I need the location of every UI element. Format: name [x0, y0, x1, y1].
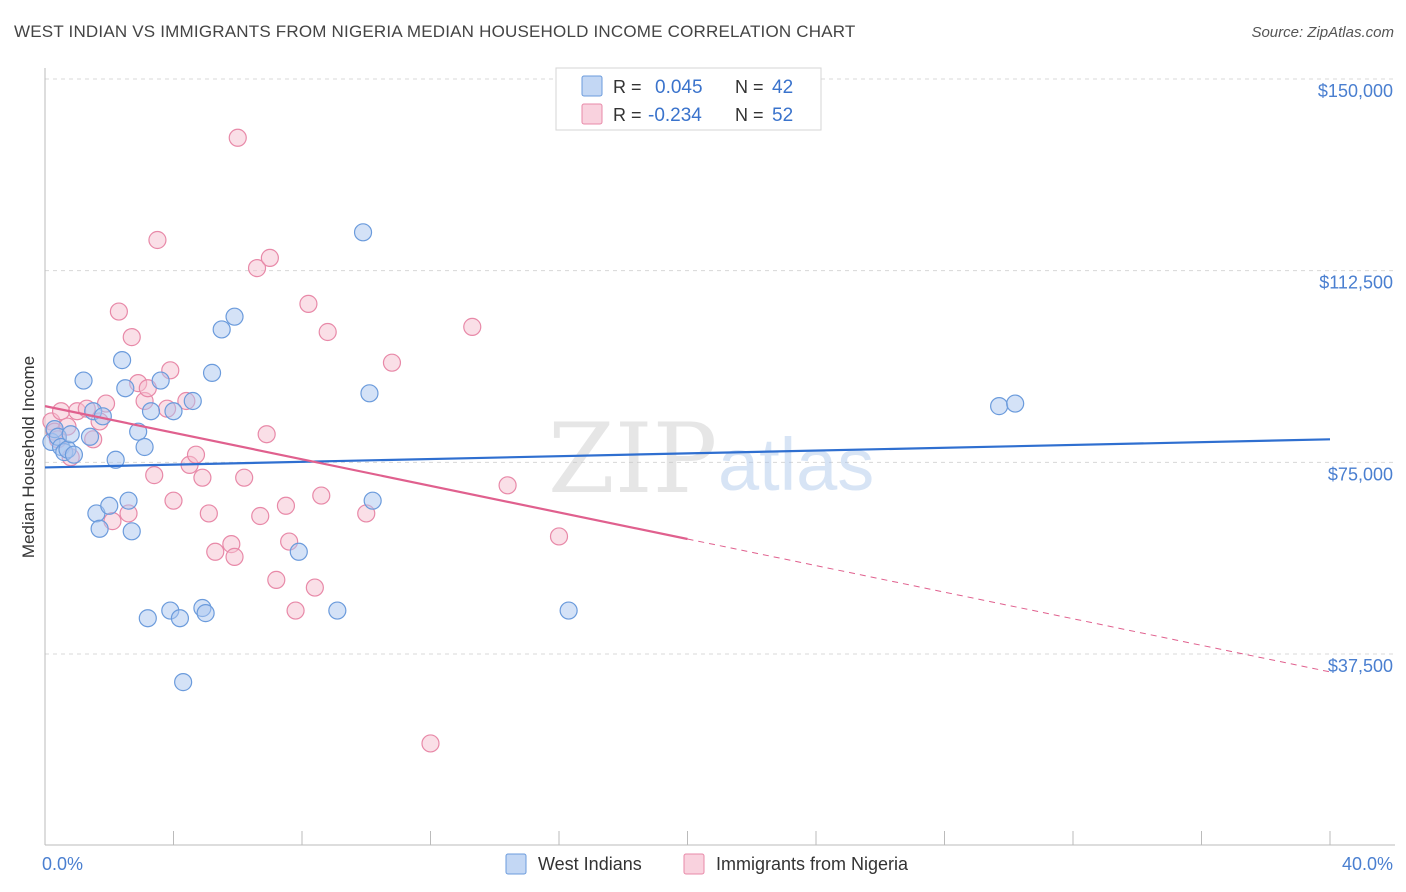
nigeria-point — [286, 601, 305, 620]
west-indian-point — [116, 379, 135, 398]
legend-swatch-pink — [581, 103, 603, 125]
west-indian-point — [106, 450, 125, 469]
legend-r-value: 0.045 — [655, 77, 703, 98]
nigeria-point — [122, 328, 141, 347]
west-indian-point — [170, 609, 190, 628]
nigeria-point — [305, 578, 324, 597]
x-tick-label: 40.0% — [1342, 854, 1393, 874]
nigeria-trend-line — [44, 405, 688, 541]
west-indian-point — [183, 391, 202, 411]
west-indian-point — [135, 437, 154, 457]
west-indian-point — [122, 522, 141, 541]
watermark-atlas: atlas — [718, 423, 874, 506]
y-tick-label: $75,000 — [1328, 464, 1393, 484]
nigeria-point — [276, 496, 296, 515]
nigeria-point — [193, 468, 212, 487]
nigeria-point — [463, 317, 482, 336]
west-indian-point — [360, 384, 379, 403]
nigeria-trend-line — [687, 538, 1331, 673]
west-indian-point — [74, 371, 93, 390]
nigeria-point — [145, 466, 164, 485]
west-indian-point — [1006, 394, 1025, 413]
west-indian-point — [559, 601, 578, 620]
west-indian-point — [164, 402, 183, 421]
y-tick-labels: $37,500 $75,000 $112,500 $150,000 — [1318, 81, 1393, 676]
nigeria-point — [148, 230, 167, 250]
west-indian-point — [174, 673, 193, 692]
nigeria-point — [228, 128, 247, 147]
legend-swatch-blue — [581, 75, 603, 97]
west-indian-point — [289, 542, 308, 561]
nigeria-point — [318, 322, 337, 342]
west-indian-point — [328, 601, 347, 620]
legend-r-label: R = — [613, 105, 642, 125]
nigeria-point — [257, 425, 276, 444]
nigeria-point — [267, 570, 286, 589]
west-indian-trend-line — [44, 438, 1331, 469]
axes — [44, 68, 1395, 846]
legend-nigeria: Immigrants from Nigeria — [716, 854, 909, 874]
west-indian-point — [212, 320, 231, 339]
west-indian-point — [151, 371, 170, 390]
west-indian-point — [90, 519, 109, 538]
y-tick-label: $150,000 — [1318, 81, 1393, 101]
west-indian-point — [61, 425, 80, 444]
legend-swatch-nigeria — [683, 853, 705, 875]
nigeria-point — [206, 542, 225, 561]
west-indian-point — [80, 427, 100, 446]
nigeria-point — [199, 504, 218, 523]
west-indian-point — [64, 445, 84, 464]
nigeria-point — [498, 476, 517, 495]
nigeria-point — [225, 547, 244, 566]
nigeria-point — [186, 445, 206, 464]
west-indian-points — [42, 223, 1025, 692]
source-label: Source: ZipAtlas.com — [1251, 24, 1394, 41]
nigeria-point — [299, 294, 318, 313]
legend-west-indians: West Indians — [538, 854, 642, 874]
west-indian-point — [363, 491, 382, 510]
legend-r-value: -0.234 — [648, 105, 702, 126]
west-indian-point — [138, 609, 157, 628]
watermark: ZIP atlas — [548, 403, 874, 515]
legend-swatch-west-indians — [505, 853, 527, 875]
nigeria-point — [312, 486, 331, 505]
trend-lines — [44, 405, 1331, 673]
west-indian-point — [202, 363, 222, 382]
nigeria-point — [247, 259, 267, 278]
west-indian-point — [225, 307, 244, 326]
west-indian-point — [129, 422, 148, 441]
y-tick-label: $112,500 — [1319, 273, 1393, 293]
west-indian-point — [119, 491, 138, 510]
west-indian-point — [112, 351, 132, 370]
nigeria-point — [549, 527, 569, 546]
west-indian-point — [196, 604, 215, 623]
y-axis-title: Median Household Income — [19, 356, 38, 558]
west-indian-point — [141, 402, 161, 421]
west-indian-point — [353, 223, 373, 242]
grid-lines — [45, 78, 1395, 655]
nigeria-points — [42, 128, 569, 753]
correlation-legend: R = 0.045 N = 42 R = -0.234 N = 52 — [555, 67, 822, 131]
legend-n-value: 42 — [772, 77, 793, 98]
nigeria-point — [109, 302, 128, 321]
west-indian-point — [100, 496, 119, 515]
legend-n-value: 52 — [772, 105, 793, 126]
legend-n-label: N = — [735, 105, 764, 125]
x-tick-labels: 0.0% 40.0% — [42, 854, 1393, 874]
legend-n-label: N = — [735, 77, 764, 97]
nigeria-point — [260, 248, 279, 267]
west-indian-point — [990, 397, 1009, 416]
series-legend: West Indians Immigrants from Nigeria — [505, 853, 909, 875]
nigeria-point — [164, 491, 183, 510]
nigeria-point — [382, 353, 402, 372]
nigeria-point — [421, 734, 440, 753]
chart-title: WEST INDIAN VS IMMIGRANTS FROM NIGERIA M… — [14, 22, 856, 41]
watermark-zip: ZIP — [548, 403, 717, 515]
nigeria-point — [235, 468, 254, 487]
y-tick-label: $37,500 — [1328, 656, 1393, 676]
legend-r-label: R = — [613, 77, 642, 97]
nigeria-point — [251, 506, 270, 526]
x-tick-label: 0.0% — [42, 854, 83, 874]
